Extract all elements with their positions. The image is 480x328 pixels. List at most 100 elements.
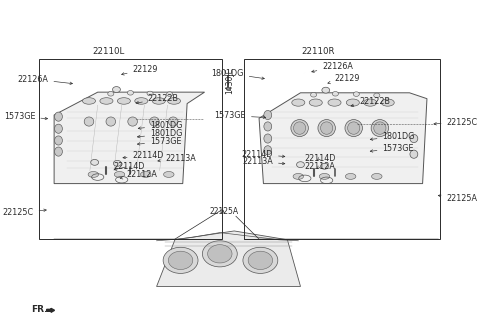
Ellipse shape	[410, 134, 418, 143]
Circle shape	[374, 93, 380, 98]
Ellipse shape	[168, 98, 180, 104]
Text: 22122B: 22122B	[351, 97, 390, 107]
Ellipse shape	[319, 174, 330, 179]
Circle shape	[91, 159, 98, 165]
Ellipse shape	[309, 99, 322, 106]
Text: 22114D: 22114D	[123, 151, 164, 160]
Circle shape	[147, 91, 153, 96]
Polygon shape	[156, 231, 300, 286]
Text: 22110R: 22110R	[301, 47, 335, 55]
Circle shape	[127, 91, 133, 95]
Ellipse shape	[150, 117, 159, 126]
Ellipse shape	[321, 122, 333, 134]
Bar	[39, 59, 222, 239]
Ellipse shape	[318, 120, 336, 136]
Text: 22129: 22129	[121, 65, 158, 75]
Ellipse shape	[264, 134, 272, 143]
Ellipse shape	[293, 122, 306, 134]
Circle shape	[248, 251, 273, 270]
Text: 1573GE: 1573GE	[137, 137, 181, 146]
Ellipse shape	[152, 98, 165, 104]
Ellipse shape	[114, 172, 125, 177]
Ellipse shape	[372, 174, 382, 179]
Ellipse shape	[227, 87, 230, 91]
Text: 22122B: 22122B	[136, 94, 179, 104]
Ellipse shape	[100, 98, 113, 104]
Ellipse shape	[128, 117, 137, 126]
Text: 22110L: 22110L	[92, 47, 125, 55]
Ellipse shape	[264, 146, 272, 155]
Text: 22129: 22129	[328, 74, 360, 84]
Circle shape	[163, 247, 198, 274]
Text: 22114D: 22114D	[241, 150, 285, 159]
Text: 1573GE: 1573GE	[215, 111, 265, 120]
Text: 1801DG: 1801DG	[137, 130, 182, 138]
Ellipse shape	[164, 172, 174, 177]
Text: 1430JE: 1430JE	[225, 68, 234, 94]
Ellipse shape	[168, 117, 178, 126]
Ellipse shape	[83, 98, 96, 104]
Ellipse shape	[374, 122, 386, 134]
Text: 22112A: 22112A	[304, 162, 335, 171]
Text: 22114D: 22114D	[113, 162, 144, 171]
Ellipse shape	[55, 136, 62, 145]
Circle shape	[243, 247, 278, 274]
Ellipse shape	[328, 99, 341, 106]
Text: 22125A: 22125A	[438, 194, 478, 203]
Bar	[244, 59, 440, 239]
Circle shape	[353, 92, 360, 96]
Text: 1573GE: 1573GE	[370, 144, 414, 153]
Ellipse shape	[364, 99, 377, 106]
FancyArrow shape	[47, 308, 55, 312]
Text: 22113A: 22113A	[242, 157, 285, 166]
Circle shape	[168, 251, 193, 270]
Text: 1573GE: 1573GE	[4, 112, 48, 121]
Text: 22113A: 22113A	[158, 154, 196, 163]
Ellipse shape	[292, 99, 305, 106]
Circle shape	[208, 245, 232, 263]
Polygon shape	[259, 93, 427, 184]
Circle shape	[322, 87, 330, 93]
Ellipse shape	[410, 150, 418, 158]
Text: 22126A: 22126A	[312, 62, 353, 72]
Ellipse shape	[291, 120, 308, 136]
Text: 22125A: 22125A	[210, 207, 239, 215]
Text: 22112A: 22112A	[120, 170, 157, 179]
Ellipse shape	[293, 174, 303, 179]
Ellipse shape	[381, 99, 394, 106]
Polygon shape	[54, 92, 204, 184]
Ellipse shape	[264, 122, 272, 131]
Ellipse shape	[55, 124, 62, 133]
Text: 22114D: 22114D	[304, 154, 336, 163]
Text: 22125C: 22125C	[434, 118, 478, 127]
Circle shape	[321, 163, 328, 169]
Ellipse shape	[55, 147, 62, 156]
Circle shape	[332, 92, 338, 96]
Ellipse shape	[345, 120, 362, 136]
Ellipse shape	[88, 172, 98, 177]
Text: FR.: FR.	[31, 305, 48, 314]
Ellipse shape	[371, 120, 389, 136]
Text: 22125C: 22125C	[2, 208, 46, 217]
Text: 22126A: 22126A	[18, 74, 72, 85]
Circle shape	[112, 87, 120, 92]
Circle shape	[311, 92, 317, 97]
Ellipse shape	[135, 98, 148, 104]
Text: 1801DG: 1801DG	[211, 69, 264, 79]
Circle shape	[297, 162, 304, 168]
Circle shape	[167, 92, 173, 96]
Ellipse shape	[346, 174, 356, 179]
Circle shape	[203, 241, 237, 267]
Text: 1801DG: 1801DG	[370, 132, 415, 141]
Circle shape	[108, 92, 114, 96]
Ellipse shape	[84, 117, 94, 126]
Circle shape	[113, 160, 121, 166]
Ellipse shape	[117, 98, 131, 104]
Ellipse shape	[106, 117, 116, 126]
Ellipse shape	[264, 111, 272, 120]
Ellipse shape	[141, 172, 151, 177]
Ellipse shape	[348, 122, 360, 134]
Ellipse shape	[55, 112, 62, 121]
Text: 1801DG: 1801DG	[138, 121, 182, 130]
Ellipse shape	[346, 99, 360, 106]
